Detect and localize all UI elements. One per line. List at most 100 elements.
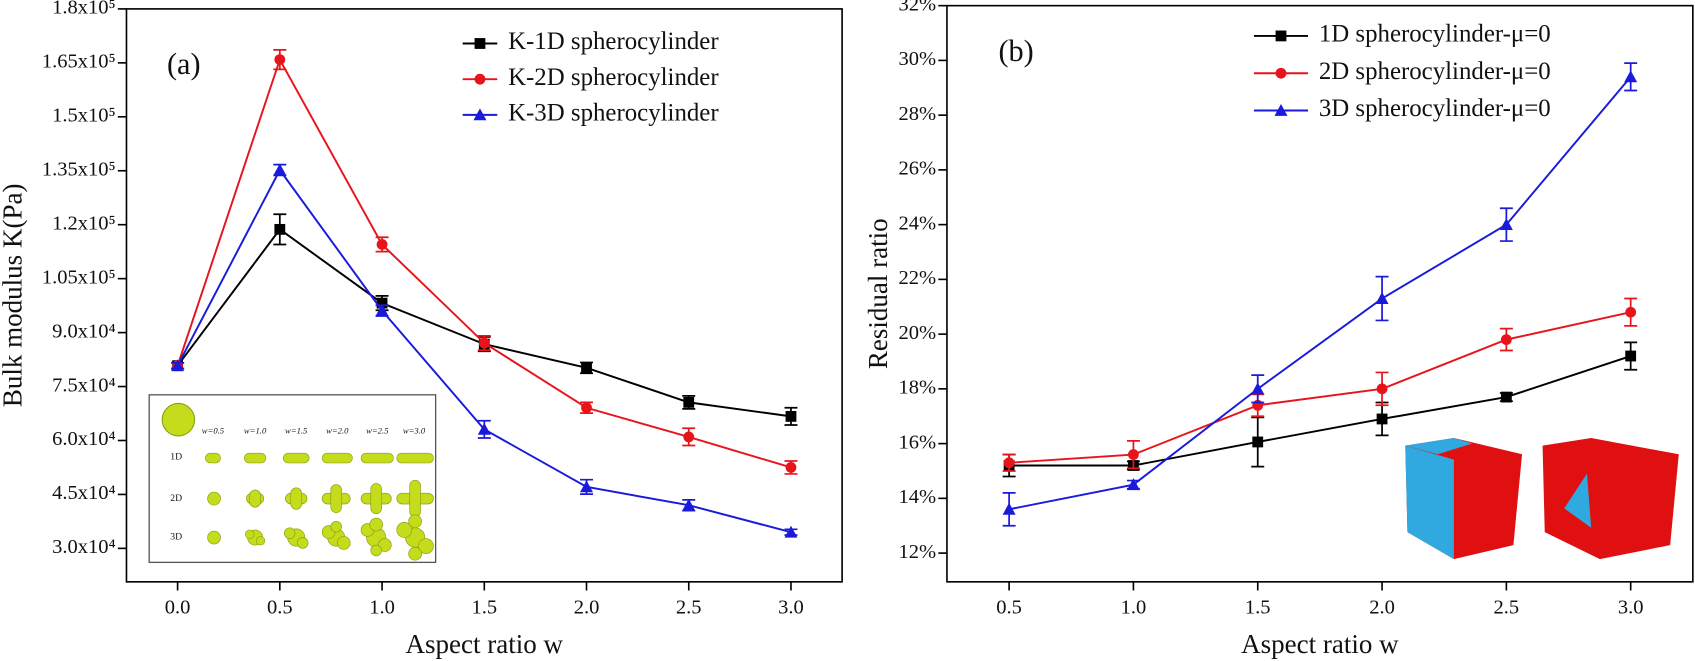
y-tick-label: 1.05x10⁵ bbox=[42, 266, 116, 288]
marker bbox=[274, 223, 286, 235]
marker bbox=[683, 396, 695, 408]
y-tick-label: 12% bbox=[899, 541, 937, 563]
inset-column-label: w=2.0 bbox=[326, 426, 349, 436]
marker bbox=[1003, 457, 1015, 469]
x-tick-label: 2.5 bbox=[676, 597, 702, 619]
cube-2-face bbox=[1564, 473, 1592, 528]
marker bbox=[478, 337, 490, 349]
y-tick-label: 16% bbox=[899, 431, 937, 453]
marker bbox=[1274, 104, 1288, 116]
marker bbox=[273, 163, 287, 176]
marker bbox=[473, 108, 487, 121]
y-tick-label: 18% bbox=[899, 377, 937, 399]
y-tick-label: 3.0x10⁴ bbox=[52, 536, 116, 558]
y-tick-label: 30% bbox=[899, 48, 937, 70]
x-tick-label: 2.5 bbox=[1494, 597, 1520, 619]
inset-column-label: w=0.5 bbox=[202, 426, 225, 436]
y-tick-label: 14% bbox=[899, 486, 937, 508]
x-tick-label: 2.0 bbox=[1369, 597, 1395, 619]
y-tick-label: 26% bbox=[899, 158, 937, 180]
y-tick-label: 1.5x10⁵ bbox=[52, 105, 116, 127]
marker bbox=[683, 431, 695, 443]
series-line bbox=[1008, 76, 1632, 511]
y-tick-label: 6.0x10⁴ bbox=[52, 428, 116, 450]
inset-row-label: 1D bbox=[170, 452, 182, 463]
y-tick-label: 9.0x10⁴ bbox=[52, 320, 116, 342]
marker bbox=[785, 462, 797, 473]
marker bbox=[376, 239, 388, 250]
legend-label: 1D spherocylinder-μ=0 bbox=[1319, 21, 1551, 48]
marker bbox=[1275, 30, 1287, 42]
inset-column-label: w=1.0 bbox=[244, 426, 267, 436]
shapes bbox=[205, 452, 434, 561]
legend-label: K-1D spherocylinder bbox=[508, 28, 719, 55]
inset-column-label: w=2.5 bbox=[366, 426, 389, 436]
inset-row-label: 2D bbox=[170, 493, 182, 504]
y-tick-label: 28% bbox=[899, 103, 937, 125]
x-tick-label: 0.0 bbox=[165, 597, 191, 619]
marker bbox=[376, 297, 388, 309]
inset-row-label: 3D bbox=[170, 532, 182, 543]
y-tick-label: 4.5x10⁴ bbox=[52, 482, 116, 504]
legend-label: K-2D spherocylinder bbox=[508, 64, 719, 91]
marker bbox=[682, 498, 696, 511]
plot-frame bbox=[946, 4, 1694, 583]
y-tick-label: 7.5x10⁴ bbox=[52, 374, 116, 396]
x-tick-label: 1.0 bbox=[1121, 597, 1147, 619]
panel-label: (b) bbox=[998, 34, 1033, 68]
marker bbox=[477, 422, 491, 435]
x-axis-title: Aspect ratio w bbox=[1241, 629, 1399, 659]
y-tick-label: 22% bbox=[899, 267, 937, 289]
y-tick-label: 20% bbox=[899, 322, 937, 344]
x-tick-label: 1.5 bbox=[471, 597, 497, 619]
y-tick-label: 1.65x10⁵ bbox=[42, 51, 116, 73]
x-axis-title: Aspect ratio w bbox=[406, 629, 564, 659]
marker bbox=[1375, 292, 1389, 304]
marker bbox=[474, 73, 486, 85]
x-tick-label: 1.0 bbox=[369, 597, 395, 619]
y-axis-title: Residual ratio bbox=[863, 218, 893, 369]
marker bbox=[171, 359, 185, 372]
marker bbox=[784, 525, 798, 538]
marker bbox=[1376, 413, 1388, 425]
marker bbox=[1500, 334, 1512, 345]
inset-b bbox=[1405, 438, 1679, 560]
y-tick-label: 32% bbox=[899, 0, 937, 15]
marker bbox=[1002, 502, 1016, 515]
marker bbox=[1499, 218, 1513, 231]
series-line bbox=[1009, 355, 1631, 467]
y-tick-label: 1.35x10⁵ bbox=[42, 158, 116, 180]
marker bbox=[1625, 306, 1637, 318]
marker bbox=[1625, 350, 1637, 362]
cube-1-face bbox=[1405, 445, 1454, 560]
panel-label: (a) bbox=[167, 47, 201, 81]
inset-a bbox=[148, 394, 437, 564]
y-tick-label: 24% bbox=[899, 212, 937, 234]
x-tick-label: 3.0 bbox=[1618, 597, 1644, 619]
marker bbox=[474, 38, 486, 49]
marker bbox=[581, 362, 592, 374]
y-axis-title: Bulk modulus K(Pa) bbox=[0, 184, 27, 408]
y-tick-label: 1.2x10⁵ bbox=[52, 212, 116, 234]
marker bbox=[1252, 436, 1264, 448]
marker bbox=[1275, 67, 1287, 79]
marker bbox=[1500, 391, 1512, 403]
legend-label: 3D spherocylinder-μ=0 bbox=[1319, 95, 1551, 122]
x-tick-label: 2.0 bbox=[574, 597, 600, 619]
x-tick-label: 0.5 bbox=[996, 597, 1022, 619]
x-tick-label: 1.5 bbox=[1245, 597, 1271, 619]
marker bbox=[1126, 478, 1140, 491]
marker bbox=[581, 402, 592, 414]
series-line bbox=[1009, 311, 1631, 464]
legend-label: 2D spherocylinder-μ=0 bbox=[1319, 58, 1551, 85]
marker bbox=[375, 304, 389, 317]
marker bbox=[1128, 449, 1139, 460]
x-tick-label: 0.5 bbox=[267, 597, 293, 619]
y-tick-label: 1.8x10⁵ bbox=[52, 0, 116, 19]
inset-column-label: w=3.0 bbox=[403, 426, 426, 436]
inset-column-label: w=1.5 bbox=[285, 426, 308, 436]
legend-label: K-3D spherocylinder bbox=[508, 100, 719, 127]
marker bbox=[580, 480, 594, 493]
